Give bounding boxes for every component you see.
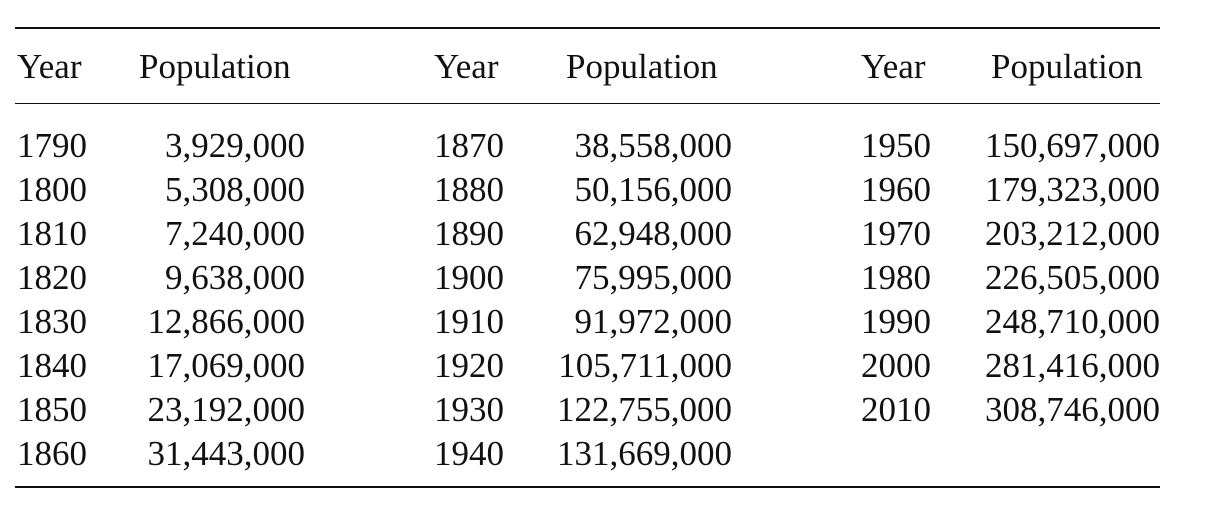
population-cell: 23,192,000 [147,390,306,429]
population-cell: 75,995,000 [574,258,733,297]
year-cell: 1790 [17,126,87,165]
year-cell: 1860 [17,434,87,473]
year-cell: 1890 [434,214,504,253]
population-cell: 62,948,000 [574,214,733,253]
population-table: Year Population Year Population Year Pop… [15,27,1160,488]
year-cell: 1940 [434,434,504,473]
year-cell: 1930 [434,390,504,429]
population-cell: 203,212,000 [985,214,1160,253]
year-cell: 1820 [17,258,87,297]
population-cell: 308,746,000 [985,390,1160,429]
year-cell: 1840 [17,346,87,385]
header-population-2: Population [566,47,718,86]
population-cell: 50,156,000 [574,170,733,209]
population-cell: 105,711,000 [558,346,732,385]
population-cell: 179,323,000 [985,170,1160,209]
year-cell: 1960 [861,170,931,209]
table-row: 1810 7,240,000 1890 62,948,000 1970 203,212,0… [15,212,1160,256]
population-cell: 17,069,000 [147,346,306,385]
table-body: 1790 3,929,000 1870 38,558,000 1950 150,697,0… [15,104,1160,486]
year-cell: 1880 [434,170,504,209]
table-header-row: Year Population Year Population Year Pop… [15,29,1160,103]
population-cell: 131,669,000 [557,434,732,473]
table-row: 1840 17,069,000 1920 105,711,000 2000 281,416… [15,344,1160,388]
table-row: 1790 3,929,000 1870 38,558,000 1950 150,697,0… [15,124,1160,168]
population-cell: 281,416,000 [985,346,1160,385]
year-cell: 1830 [17,302,87,341]
year-cell: 1900 [434,258,504,297]
population-cell: 9,638,000 [165,258,305,297]
year-cell: 2010 [861,390,931,429]
header-year-1: Year [17,47,82,86]
year-cell: 1810 [17,214,87,253]
table-top-rule [15,27,1160,29]
table-bottom-rule [15,486,1160,488]
population-cell: 150,697,000 [985,126,1160,165]
year-cell: 1950 [861,126,931,165]
population-cell: 3,929,000 [165,126,305,165]
table-row: 1820 9,638,000 1900 75,995,000 1980 226,505,0… [15,256,1160,300]
population-cell: 122,755,000 [557,390,732,429]
year-cell: 1920 [434,346,504,385]
year-cell: 1800 [17,170,87,209]
header-year-3: Year [861,47,926,86]
header-year-2: Year [434,47,499,86]
table-row: 1800 5,308,000 1880 50,156,000 1960 179,323,0… [15,168,1160,212]
population-cell: 7,240,000 [165,214,305,253]
population-cell: 91,972,000 [574,302,733,341]
header-population-1: Population [139,47,291,86]
population-cell: 38,558,000 [574,126,733,165]
population-cell: 12,866,000 [147,302,306,341]
population-cell: 5,308,000 [165,170,305,209]
table-row: 1830 12,866,000 1910 91,972,000 1990 248,710,… [15,300,1160,344]
table-header-rule [15,103,1160,104]
year-cell: 1990 [861,302,931,341]
year-cell: 1980 [861,258,931,297]
year-cell: 1970 [861,214,931,253]
population-cell: 226,505,000 [985,258,1160,297]
header-population-3: Population [991,47,1143,86]
population-cell: 31,443,000 [147,434,306,473]
year-cell: 2000 [861,346,931,385]
year-cell: 1850 [17,390,87,429]
population-cell: 248,710,000 [985,302,1160,341]
table-row: 1850 23,192,000 1930 122,755,000 2010 308,746… [15,388,1160,432]
year-cell: 1870 [434,126,504,165]
table-row: 1860 31,443,000 1940 131,669,000 [15,432,1160,476]
year-cell: 1910 [434,302,504,341]
